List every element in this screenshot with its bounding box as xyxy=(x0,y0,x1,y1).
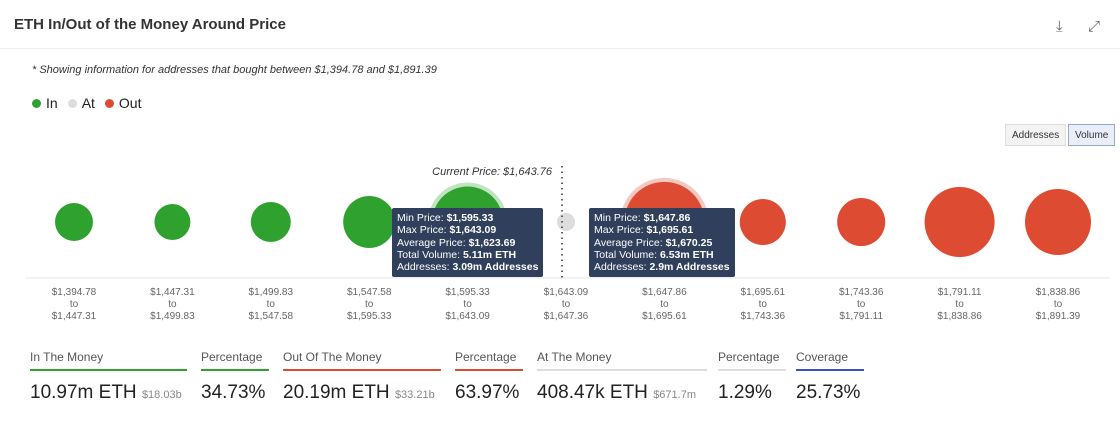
stat-number: 408.47k ETH xyxy=(537,382,648,403)
stat-number: 1.29% xyxy=(718,382,772,403)
legend-out[interactable]: Out xyxy=(104,95,142,111)
stat-label: Percentage xyxy=(201,350,269,371)
tick-label: $1,647.36 xyxy=(544,311,589,322)
tick-label: $1,499.83 xyxy=(150,311,195,322)
stat-label: Percentage xyxy=(455,350,523,371)
tick-label: to xyxy=(759,299,768,310)
stat-usd: $33.21b xyxy=(394,389,435,401)
tick-label: $1,394.78 xyxy=(52,287,97,298)
tick-label: to xyxy=(562,299,571,310)
page-title: ETH In/Out of the Money Around Price xyxy=(14,16,286,33)
tick-label: $1,643.09 xyxy=(445,311,490,322)
tick-label: $1,447.31 xyxy=(52,311,97,322)
stat-0: In The Money 10.97m ETH $18.03b xyxy=(30,350,187,404)
download-icon[interactable]: ⤓ xyxy=(1056,18,1063,35)
tick-label: to xyxy=(1054,299,1063,310)
legend-at[interactable]: At xyxy=(67,95,95,111)
tick-label: $1,695.61 xyxy=(741,287,786,298)
tick-label: to xyxy=(857,299,866,310)
tick-label: $1,743.36 xyxy=(741,311,786,322)
divider xyxy=(0,48,1120,49)
tooltip-in: Min Price: $1,595.33 Max Price: $1,643.0… xyxy=(392,208,544,278)
range-note: * Showing information for addresses that… xyxy=(32,64,437,76)
stat-value: 63.97% xyxy=(455,382,523,404)
stat-value: 34.73% xyxy=(201,382,269,404)
tick-label: $1,447.31 xyxy=(150,287,195,298)
current-price-label: Current Price: $1,643.76 xyxy=(432,166,553,178)
stat-label: At The Money xyxy=(537,350,707,371)
tick-label: $1,595.33 xyxy=(445,287,490,298)
tick-label: $1,791.11 xyxy=(839,311,883,322)
bubble-out[interactable] xyxy=(924,186,995,258)
bubble-out[interactable] xyxy=(1024,188,1092,256)
stat-6: Coverage 25.73% xyxy=(796,350,864,404)
legend-label: At xyxy=(81,95,95,111)
bubble-out[interactable] xyxy=(837,197,886,247)
stat-number: 10.97m ETH xyxy=(30,382,137,403)
stat-label: Percentage xyxy=(718,350,786,371)
bubble-in[interactable] xyxy=(154,204,191,240)
bubble-chart: $1,394.78to$1,447.31$1,447.31to$1,499.83… xyxy=(25,166,1110,322)
stat-label: Coverage xyxy=(796,350,864,371)
tick-label: $1,643.09 xyxy=(544,287,589,298)
stat-1: Percentage 34.73% xyxy=(201,350,269,404)
tick-label: $1,838.86 xyxy=(1036,287,1081,298)
stat-number: 34.73% xyxy=(201,382,266,403)
out-dot-icon xyxy=(104,98,114,108)
toggle-addresses[interactable]: Addresses xyxy=(1005,124,1067,146)
stat-usd: $671.7m xyxy=(653,389,696,401)
stat-3: Percentage 63.97% xyxy=(455,350,523,404)
tooltip-out: Min Price: $1,647.86 Max Price: $1,695.6… xyxy=(589,208,735,278)
tick-label: to xyxy=(267,299,276,310)
tick-label: to xyxy=(365,299,374,310)
bubble-in[interactable] xyxy=(343,196,396,248)
legend-label: Out xyxy=(118,95,142,111)
stat-value: 20.19m ETH $33.21b xyxy=(283,382,441,404)
stat-value: 1.29% xyxy=(718,382,786,404)
bubble-in[interactable] xyxy=(55,203,93,241)
stat-label: Out Of The Money xyxy=(283,350,441,371)
stat-number: 63.97% xyxy=(455,382,520,403)
tick-label: $1,891.39 xyxy=(1036,311,1081,322)
stat-value: 10.97m ETH $18.03b xyxy=(30,382,187,404)
tick-label: $1,499.83 xyxy=(249,287,294,298)
expand-icon[interactable]: ⤢ xyxy=(1088,18,1101,35)
stat-value: 25.73% xyxy=(796,382,864,404)
legend-label: In xyxy=(46,95,58,111)
tick-label: $1,647.86 xyxy=(642,287,687,298)
bubble-in[interactable] xyxy=(250,202,291,242)
tick-label: $1,791.11 xyxy=(938,287,982,298)
tick-label: to xyxy=(463,299,472,310)
legend-in[interactable]: In xyxy=(32,95,58,111)
tick-label: $1,695.61 xyxy=(642,311,687,322)
stat-label: In The Money xyxy=(30,350,187,371)
bubble-at[interactable] xyxy=(556,212,576,232)
stat-2: Out Of The Money 20.19m ETH $33.21b xyxy=(283,350,441,404)
in-dot-icon xyxy=(32,98,41,108)
stat-number: 25.73% xyxy=(796,382,861,403)
tick-label: $1,547.58 xyxy=(347,287,392,298)
legend: In At Out xyxy=(32,95,142,111)
toggle-volume[interactable]: Volume xyxy=(1068,124,1116,146)
stat-4: At The Money 408.47k ETH $671.7m xyxy=(537,350,707,404)
tick-label: $1,595.33 xyxy=(347,311,392,322)
tick-label: to xyxy=(168,299,177,310)
tick-label: $1,838.86 xyxy=(937,311,982,322)
stat-number: 20.19m ETH xyxy=(283,382,390,403)
stat-5: Percentage 1.29% xyxy=(718,350,786,404)
tick-label: to xyxy=(955,299,964,310)
tick-label: $1,547.58 xyxy=(249,311,294,322)
stat-value: 408.47k ETH $671.7m xyxy=(537,382,707,404)
bubble-out[interactable] xyxy=(739,198,786,246)
tick-label: to xyxy=(70,299,79,310)
stat-usd: $18.03b xyxy=(141,389,182,401)
at-dot-icon xyxy=(67,98,77,108)
tick-label: $1,743.36 xyxy=(839,287,884,298)
tick-label: to xyxy=(660,299,669,310)
